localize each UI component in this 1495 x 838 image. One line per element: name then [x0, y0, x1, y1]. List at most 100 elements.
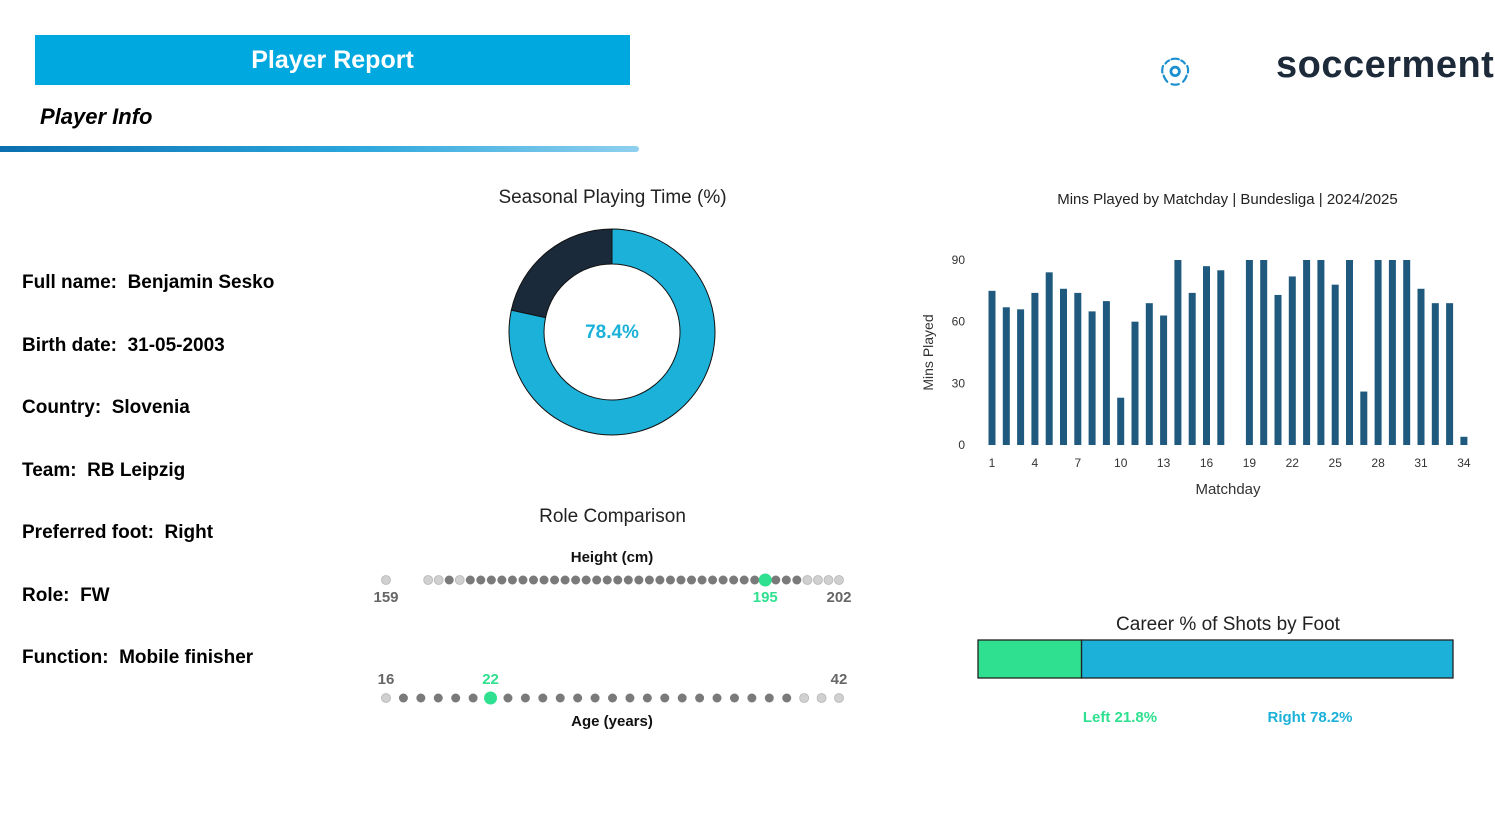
- role-dot: [433, 575, 444, 585]
- role-dot: [555, 693, 565, 703]
- soccerment-logo-icon: [1161, 57, 1190, 86]
- minutes-bar: [1145, 303, 1153, 445]
- minutes-chart-title: Mins Played by Matchday | Bundesliga | 2…: [1057, 191, 1398, 208]
- role-dot: [697, 575, 707, 585]
- y-axis-label: Mins Played: [920, 314, 936, 390]
- role-dot: [592, 575, 602, 585]
- role-dot: [381, 575, 391, 585]
- minutes-bar: [1388, 260, 1396, 445]
- role-dot: [695, 693, 705, 703]
- x-tick-label: 7: [1074, 456, 1081, 470]
- player-dot: [484, 691, 498, 705]
- banner-title: Player Report: [251, 45, 414, 74]
- player-dot: [758, 573, 772, 587]
- role-max-label: 202: [826, 589, 851, 606]
- role-dot: [816, 693, 827, 703]
- x-tick-label: 16: [1200, 456, 1214, 470]
- role-dot: [687, 575, 697, 585]
- minutes-bar: [1002, 307, 1010, 445]
- donut-center-label: 78.4%: [585, 322, 639, 343]
- role-dot: [486, 575, 496, 585]
- minutes-bar: [1117, 397, 1125, 445]
- shots-segment: [1080, 639, 1454, 679]
- minutes-bar: [1174, 260, 1182, 445]
- minutes-bar: [1088, 311, 1096, 445]
- role-dot: [539, 575, 549, 585]
- y-tick-label: 90: [952, 253, 966, 267]
- minutes-bar: [1102, 301, 1110, 445]
- role-dot: [398, 693, 408, 703]
- info-value: Mobile finisher: [119, 647, 254, 668]
- shots-by-foot-title: Career % of Shots by Foot: [1116, 614, 1340, 635]
- role-dot: [538, 693, 548, 703]
- role-dot: [771, 575, 781, 585]
- info-row: Team: RB Leipzig: [22, 460, 185, 482]
- info-row: Country: Slovenia: [22, 397, 190, 419]
- role-dot: [613, 575, 623, 585]
- role-dot: [623, 575, 633, 585]
- role-dot: [799, 693, 810, 703]
- x-tick-label: 22: [1286, 456, 1300, 470]
- role-dot: [444, 575, 454, 585]
- shots-label: Left 21.8%: [1083, 709, 1157, 726]
- minutes-bar: [1417, 288, 1425, 445]
- donut-slice: [508, 228, 716, 436]
- minutes-bar: [1217, 270, 1225, 445]
- role-dot: [423, 575, 434, 585]
- report-banner: Player Report: [35, 35, 630, 85]
- role-dot: [528, 575, 538, 585]
- minutes-bar: [988, 290, 996, 445]
- role-dot: [750, 575, 760, 585]
- role-dot: [503, 693, 513, 703]
- minutes-bar: [1274, 294, 1282, 445]
- info-row: Preferred foot: Right: [22, 522, 213, 544]
- role-dot: [655, 575, 665, 585]
- role-min-label: 16: [378, 671, 395, 688]
- role-dot: [625, 693, 635, 703]
- minutes-bar: [1160, 315, 1168, 445]
- x-tick-label: 1: [989, 456, 996, 470]
- x-tick-label: 13: [1157, 456, 1171, 470]
- shots-segment: [977, 639, 1083, 679]
- role-dot: [433, 693, 443, 703]
- info-value: FW: [80, 584, 110, 606]
- info-label: Role:: [22, 584, 81, 606]
- role-dot: [507, 575, 517, 585]
- info-value: RB Leipzig: [87, 459, 186, 481]
- role-dot: [792, 575, 802, 585]
- minutes-bar: [1374, 260, 1382, 445]
- role-dot: [834, 575, 844, 585]
- role-dot: [729, 693, 739, 703]
- logo-text: soccerment: [1276, 44, 1495, 86]
- minutes-bar: [1360, 391, 1368, 445]
- info-value: Benjamin Sesko: [127, 272, 275, 293]
- minutes-bar: [1317, 260, 1325, 445]
- minutes-bar: [1403, 260, 1411, 445]
- minutes-bar: [1331, 284, 1339, 445]
- role-max-label: 42: [831, 671, 848, 688]
- x-tick-label: 28: [1371, 456, 1385, 470]
- minutes-bar: [1460, 436, 1468, 445]
- x-axis-label: Matchday: [1195, 481, 1261, 498]
- role-dot: [476, 575, 486, 585]
- minutes-bar-chart: 0 30 60 90 1 4 7 10 13 16 19 22 25 28 31 34 Matchday Mins…: [920, 253, 1471, 498]
- minutes-bar: [1446, 303, 1454, 445]
- minutes-bar: [1203, 266, 1210, 445]
- minutes-bar: [1188, 292, 1196, 445]
- donut-slice: [510, 228, 613, 319]
- x-tick-label: 10: [1114, 456, 1128, 470]
- x-tick-label: 31: [1414, 456, 1428, 470]
- y-tick-label: 30: [952, 376, 966, 390]
- info-row: Full name: Benjamin Sesko: [22, 272, 274, 294]
- x-tick-label: 34: [1457, 456, 1471, 470]
- info-value: 31-05-2003: [127, 334, 225, 356]
- x-tick-label: 19: [1243, 456, 1257, 470]
- info-label: Full name:: [22, 272, 128, 293]
- role-dot: [729, 575, 739, 585]
- role-dot: [665, 575, 675, 585]
- role-dot: [676, 575, 686, 585]
- donut-title: Seasonal Playing Time (%): [498, 187, 727, 208]
- role-dot: [834, 693, 844, 703]
- role-dot: [602, 575, 612, 585]
- role-dot: [381, 693, 391, 703]
